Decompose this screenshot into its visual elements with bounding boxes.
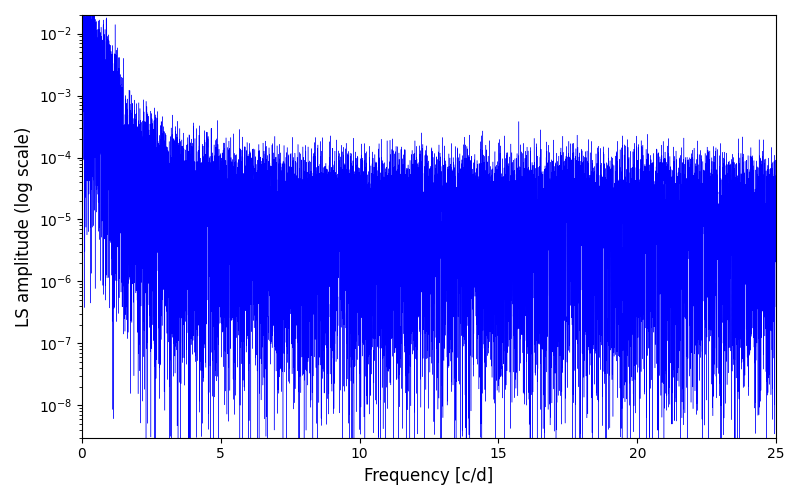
X-axis label: Frequency [c/d]: Frequency [c/d]: [364, 467, 494, 485]
Y-axis label: LS amplitude (log scale): LS amplitude (log scale): [15, 126, 33, 326]
